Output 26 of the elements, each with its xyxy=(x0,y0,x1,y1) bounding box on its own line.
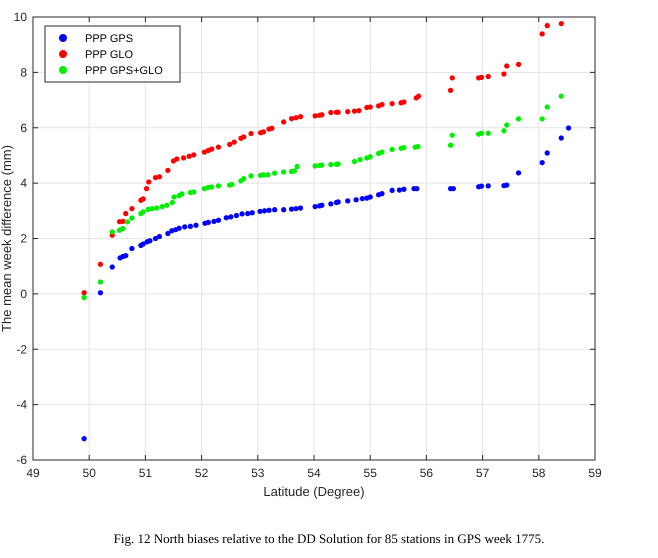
caption: Fig. 12 North biases relative to the DD Solution for 85 stations in GPS week 1775. xyxy=(114,531,544,546)
y-tick-label: -4 xyxy=(16,398,28,412)
x-tick-label: 59 xyxy=(588,466,602,480)
x-tick-label: 57 xyxy=(476,466,490,480)
x-tick-label: 55 xyxy=(364,466,378,480)
y-tick-label: -6 xyxy=(16,453,28,467)
x-tick-label: 58 xyxy=(532,466,546,480)
legend-label: PPP GPS xyxy=(85,33,134,45)
x-axis-title: Latitude (Degree) xyxy=(263,484,365,499)
y-tick-label: 2 xyxy=(20,232,28,246)
y-tick-label: -2 xyxy=(16,342,28,356)
x-tick-label: 49 xyxy=(26,466,40,480)
x-tick-label: 54 xyxy=(307,466,321,480)
legend-label: PPP GLO xyxy=(85,49,134,61)
x-tick-label: 56 xyxy=(420,466,434,480)
y-tick-label: 4 xyxy=(20,176,28,190)
y-tick-label: 10 xyxy=(14,10,28,24)
x-tick-label: 50 xyxy=(82,466,96,480)
y-tick-label: 8 xyxy=(20,65,28,80)
y-axis-title: The mean week difference (mm) xyxy=(0,145,14,332)
legend-label: PPP GPS+GLO xyxy=(85,65,164,77)
x-tick-label: 52 xyxy=(194,466,209,480)
y-tick-label: 0 xyxy=(20,286,28,301)
y-tick-label: 6 xyxy=(20,120,28,135)
x-tick-label: 51 xyxy=(138,466,152,480)
x-tick-label: 53 xyxy=(251,466,265,480)
